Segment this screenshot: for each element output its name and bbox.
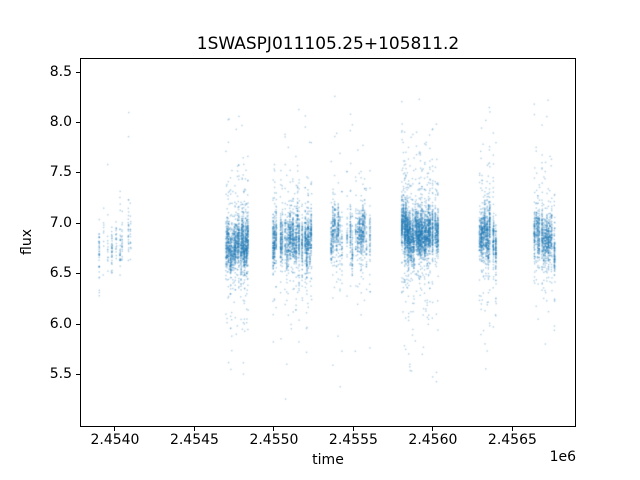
chart-title: 1SWASPJ011105.25+105811.2 [196,34,460,54]
x-tick-label: 2.4555 [328,432,378,448]
y-tick-mark [76,222,80,224]
x-tick-mark [432,427,434,431]
x-tick-label: 2.4560 [408,432,458,448]
x-tick-label: 2.4565 [487,432,537,448]
y-tick-mark [76,374,80,376]
x-tick-mark [114,427,116,431]
y-tick-label: 5.5 [49,366,72,383]
x-tick-mark [352,427,354,431]
y-tick-mark [76,273,80,275]
y-tick-mark [76,323,80,325]
x-tick-mark [511,427,513,431]
y-tick-label: 8.5 [49,63,72,80]
y-tick-label: 7.0 [49,214,72,231]
x-tick-mark [193,427,195,431]
y-tick-mark [76,122,80,124]
x-tick-label: 2.4540 [90,432,140,448]
x-axis-label: time [312,452,344,468]
y-tick-label: 7.5 [49,164,72,181]
y-tick-mark [76,172,80,174]
x-tick-label: 2.4550 [249,432,299,448]
y-axis-label: flux [19,229,35,255]
x-tick-mark [273,427,275,431]
axes-box [80,58,576,427]
y-tick-label: 6.0 [49,315,72,332]
x-axis-offset-text: 1e6 [549,449,576,465]
x-tick-label: 2.4545 [169,432,219,448]
y-tick-label: 8.0 [49,114,72,131]
y-tick-mark [76,71,80,73]
y-tick-label: 6.5 [49,265,72,282]
